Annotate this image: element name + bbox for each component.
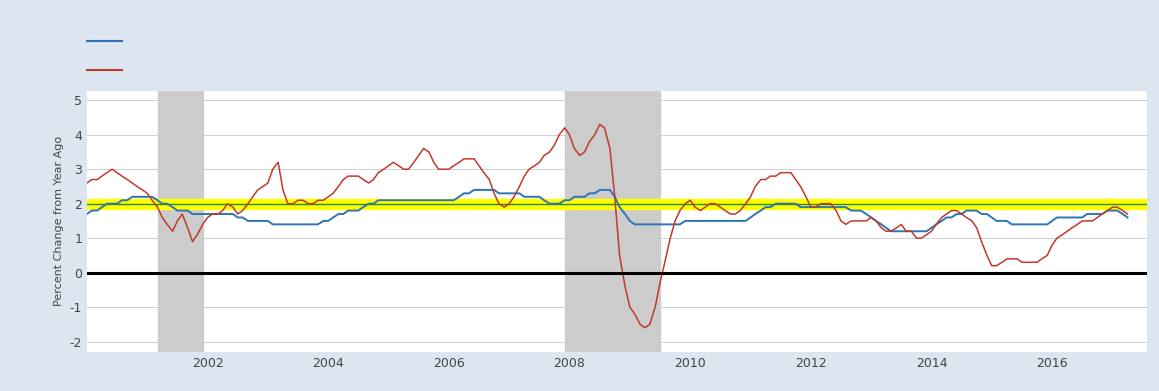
Y-axis label: Percent Change from Year Ago: Percent Change from Year Ago xyxy=(54,136,64,306)
Text: Personal Consumption Expenditures Excluding Food and Energy (Chain-Type Price In: Personal Consumption Expenditures Exclud… xyxy=(125,36,608,46)
Bar xyxy=(564,90,659,352)
Text: FRED: FRED xyxy=(6,12,64,31)
Bar xyxy=(87,199,1147,209)
Text: Personal Consumption Expenditures: Chain-type Price Index: Personal Consumption Expenditures: Chain… xyxy=(125,65,452,75)
Bar xyxy=(158,90,203,352)
